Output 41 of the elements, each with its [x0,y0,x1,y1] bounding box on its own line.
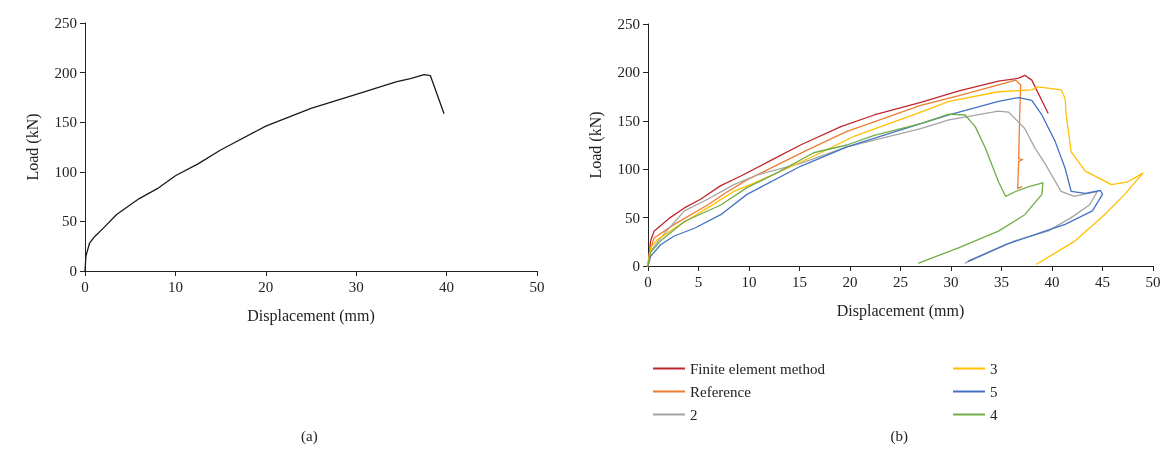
x-tick-label: 30 [348,278,364,295]
x-tick-label: 20 [842,273,858,290]
x-tick-label: 25 [893,273,908,290]
y-tick-label: 50 [625,209,640,226]
y-axis-title: Load (kN) [23,113,42,181]
x-tick-label: 45 [1095,273,1110,290]
x-axis-title: Displacement (mm) [247,306,375,325]
text: (b) [890,427,908,445]
x-tick-label: 0 [644,273,652,290]
y-tick-label: 150 [54,114,77,131]
legend-label: 5 [990,383,998,400]
y-tick-label: 150 [617,112,640,129]
y-tick-label: 200 [617,64,640,81]
legend-label: 2 [690,406,698,423]
y-tick-label: 0 [632,258,640,274]
x-tick-label: 15 [792,273,807,290]
y-tick-label: 250 [54,15,77,31]
y-axis-title: Load (kN) [586,111,605,179]
y-tick-label: 100 [54,163,77,180]
x-tick-label: 50 [1145,273,1161,290]
y-tick-label: 200 [54,64,77,81]
x-axis-title: Displacement (mm) [836,301,965,320]
y-tick-label: 250 [617,16,640,32]
x-tick-label: 50 [529,278,545,295]
x-tick-label: 10 [741,273,757,290]
x-tick-label: 20 [258,278,274,295]
text: (a) [301,427,318,445]
legend-label: 4 [990,406,998,423]
x-tick-label: 10 [167,278,183,295]
legend-label: Reference [690,383,752,400]
y-tick-label: 100 [617,161,640,178]
x-tick-label: 40 [439,278,455,295]
legend-label: Finite element method [690,360,826,377]
x-tick-label: 40 [1044,273,1060,290]
legend-label: 3 [990,360,998,377]
x-tick-label: 5 [694,273,703,290]
y-tick-label: 0 [69,263,77,279]
x-tick-label: 30 [943,273,959,290]
x-tick-label: 35 [994,273,1009,290]
x-tick-label: 0 [81,278,89,295]
y-tick-label: 50 [62,213,77,230]
